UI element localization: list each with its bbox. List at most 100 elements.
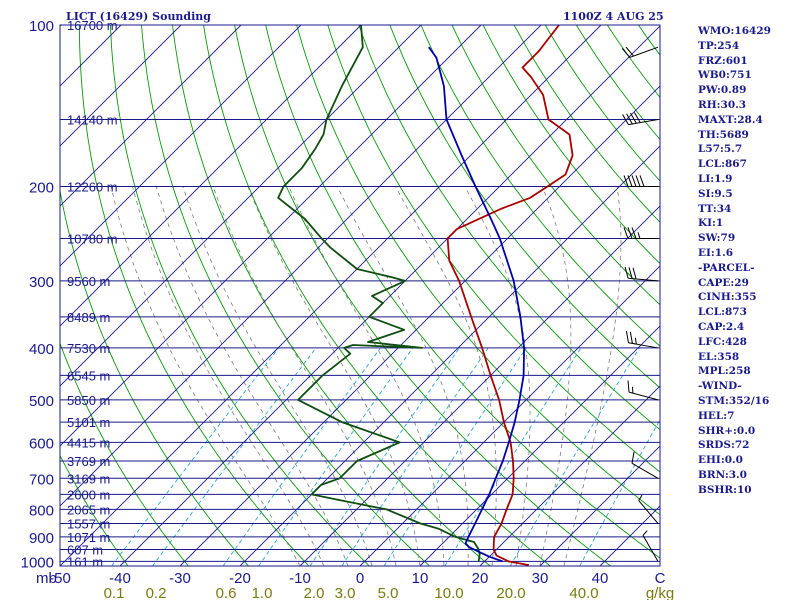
height-label: 3769 m <box>67 454 110 469</box>
wind-barb-flag <box>631 451 635 464</box>
wind-barb-flag <box>632 267 637 280</box>
sounding-indices: WMO:16429 TP:254 FRZ:601 WB0:751 PW:0.89 RH:3… <box>698 24 771 498</box>
mixing-ratio-label: 0.6 <box>216 585 237 600</box>
wind-barb-flag <box>626 113 633 125</box>
dry-adiabat <box>296 25 660 516</box>
temperature-tick-label: 20 <box>472 570 489 587</box>
wind-barb <box>621 46 659 58</box>
plot-frame <box>59 24 661 567</box>
height-label: 7530 m <box>67 341 110 356</box>
dry-adiabat <box>78 25 310 566</box>
moist-adiabat <box>336 186 469 566</box>
isotherm <box>60 25 542 507</box>
wind-barb <box>631 451 659 479</box>
wind-barb-flag <box>631 175 637 187</box>
temperature-tick-label: -40 <box>109 570 131 587</box>
moist-adiabat <box>212 186 397 566</box>
sounding-index: TT:34 <box>698 202 732 215</box>
height-label: 16700 m <box>67 18 118 33</box>
pressure-tick-label: 900 <box>29 530 54 547</box>
dry-adiabat <box>358 25 660 431</box>
wind-barb-flag <box>622 114 629 125</box>
isotherm <box>60 25 302 267</box>
sounding-index: LFC:428 <box>698 335 747 348</box>
height-label: 12260 m <box>67 179 118 194</box>
wind-barb-flag <box>633 112 641 123</box>
wind-barb-staff <box>628 277 659 282</box>
temperature-tick-label: -10 <box>289 570 311 587</box>
parcel-trace <box>428 46 525 563</box>
mixing-ratio-label: 2.0 <box>304 585 325 600</box>
mixing-ratio-label: 10.0 <box>434 585 463 600</box>
wind-barb <box>642 530 659 562</box>
wind-barb <box>638 494 659 524</box>
wind-barb-staff <box>638 500 659 524</box>
sounding-index: BRN:3.0 <box>698 468 747 481</box>
isotherm <box>359 265 660 566</box>
wind-barb-flag <box>624 266 629 279</box>
dry-adiabat <box>109 25 370 566</box>
wind-barb-flag <box>629 331 633 344</box>
sounding-index: LCL:867 <box>698 158 747 171</box>
sounding-index: -PARCEL- <box>698 261 755 274</box>
mixing-ratio-line <box>258 347 414 566</box>
sounding-index: TH:5689 <box>698 128 749 141</box>
wind-barb-staff <box>642 535 659 562</box>
temperature-tick-label: 30 <box>532 570 549 587</box>
mixing-ratio-line <box>444 347 582 566</box>
chart-time: 1100Z 4 AUG 25 <box>563 10 664 23</box>
height-label: 2600 m <box>67 487 110 502</box>
wind-barb <box>627 380 659 401</box>
sounding-index: FRZ:601 <box>698 54 748 67</box>
isotherm <box>479 385 660 566</box>
temperature-unit-label: C <box>655 570 666 587</box>
dry-adiabat <box>141 25 430 566</box>
height-label: 5850 m <box>67 393 110 408</box>
wind-barb-flag <box>625 331 629 343</box>
sounding-index: KI:1 <box>698 217 724 230</box>
wind-barb-flag <box>625 46 634 57</box>
wind-barb-half-flag <box>634 337 637 345</box>
isotherm <box>539 445 660 566</box>
temperature-tick-label: 40 <box>592 570 609 587</box>
wind-barb-flag <box>630 112 637 124</box>
wind-barb-half-flag <box>638 494 643 501</box>
sounding-index: L57:5.7 <box>698 143 743 156</box>
dewpoint-trace <box>277 25 481 562</box>
sounding-index: MAXT:28.4 <box>698 113 763 126</box>
pressure-tick-label: 800 <box>29 502 54 519</box>
isotherm <box>60 25 242 207</box>
wind-barbs <box>621 46 659 562</box>
temperature-tick-label: 10 <box>412 570 429 587</box>
wind-barb <box>622 112 659 126</box>
moist-adiabat <box>395 186 497 566</box>
isotherm <box>299 205 660 566</box>
moist-adiabat <box>247 186 421 566</box>
mixing-ratio-label: 5.0 <box>378 585 399 600</box>
height-label: 3169 m <box>67 471 110 486</box>
height-label: 607 m <box>67 542 103 557</box>
wind-barb-half-flag <box>637 232 641 239</box>
wind-barb-half-flag <box>642 530 648 536</box>
mixing-ratio-line <box>222 347 381 566</box>
wind-barb-flag <box>639 175 645 187</box>
sounding-index: LI:1.9 <box>698 172 733 185</box>
dry-adiabat <box>60 188 249 566</box>
sounding-index: TP:254 <box>698 39 740 52</box>
wind-barb-flag <box>631 227 637 239</box>
isotherm <box>179 85 660 566</box>
sounding-index: SI:9.5 <box>698 187 733 200</box>
pressure-tick-label: 300 <box>29 274 54 291</box>
temperature-tick-label: 0 <box>356 570 364 587</box>
sounding-index: SW:79 <box>698 232 736 245</box>
mixing-ratio-label: 3.0 <box>335 585 356 600</box>
mixing-ratio-label: 20.0 <box>496 585 525 600</box>
wind-barb-staff <box>628 118 659 126</box>
wind-barb-flag <box>627 175 633 187</box>
wind-barb <box>623 227 658 239</box>
sounding-index: CINH:355 <box>698 291 757 304</box>
sounding-index: CAP:2.4 <box>698 320 745 333</box>
wind-barb <box>623 175 658 187</box>
height-label: 5101 m <box>67 415 110 430</box>
mixing-ratio-line <box>111 347 280 566</box>
